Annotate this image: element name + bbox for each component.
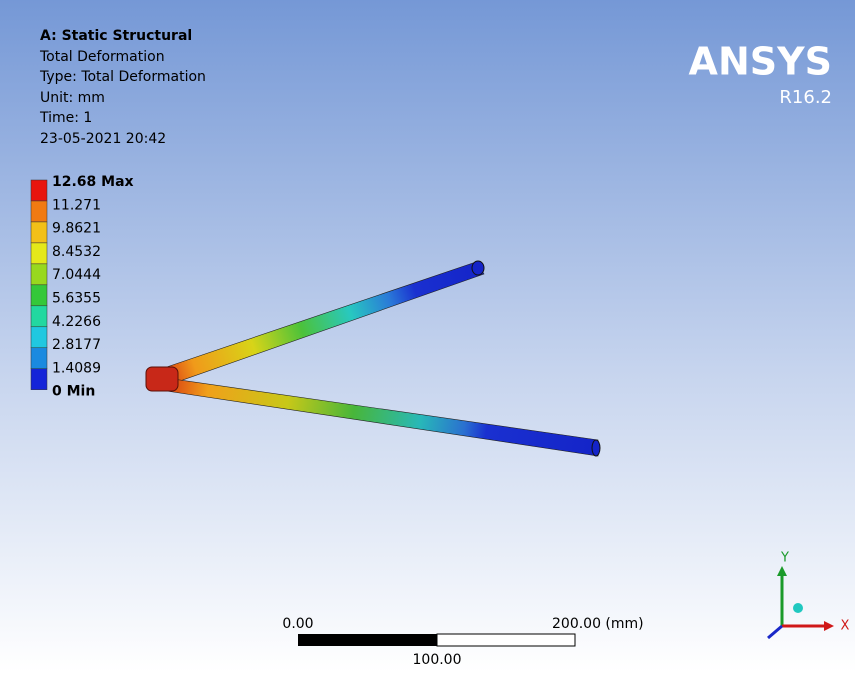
beam-end [592, 440, 600, 456]
legend-label: 4.2266 [52, 314, 101, 330]
legend-label: 7.0444 [52, 267, 101, 283]
legend-label: 2.8177 [52, 337, 101, 353]
legend-swatch [31, 264, 47, 285]
scale-start: 0.00 [282, 616, 313, 632]
legend-swatch [31, 180, 47, 201]
hub [146, 367, 178, 391]
legend-swatch [31, 285, 47, 306]
legend-swatch [31, 327, 47, 348]
beam-end [472, 261, 484, 275]
scale-white [437, 634, 575, 646]
legend-label: 12.68 Max [52, 174, 134, 190]
logo-name: ANSYS [689, 40, 832, 84]
header-line: Unit: mm [40, 90, 105, 106]
header-line: 23-05-2021 20:42 [40, 131, 166, 147]
legend-label: 0 Min [52, 384, 95, 400]
legend-swatch [31, 306, 47, 327]
triad-x: X [841, 619, 850, 634]
legend-swatch [31, 369, 47, 390]
legend-label: 11.271 [52, 197, 101, 213]
background [0, 0, 855, 672]
legend-swatch [31, 243, 47, 264]
legend-swatch [31, 348, 47, 369]
header-title: A: Static Structural [40, 28, 192, 44]
legend-swatch [31, 201, 47, 222]
legend-label: 9.8621 [52, 221, 101, 237]
legend-label: 8.4532 [52, 244, 101, 260]
legend-label: 1.4089 [52, 360, 101, 376]
legend-label: 5.6355 [52, 291, 101, 307]
triad-y: Y [780, 551, 789, 566]
viewport: A: Static Structural Total Deformation T… [0, 0, 855, 672]
logo-version: R16.2 [779, 87, 832, 108]
triad-ball [793, 603, 803, 613]
header-line: Total Deformation [39, 49, 165, 65]
scale-middle: 100.00 [413, 652, 462, 668]
header-line: Time: 1 [39, 110, 92, 126]
scale-black [298, 634, 437, 646]
legend-swatch [31, 222, 47, 243]
scale-end: 200.00 (mm) [552, 616, 644, 632]
header-line: Type: Total Deformation [39, 69, 206, 85]
